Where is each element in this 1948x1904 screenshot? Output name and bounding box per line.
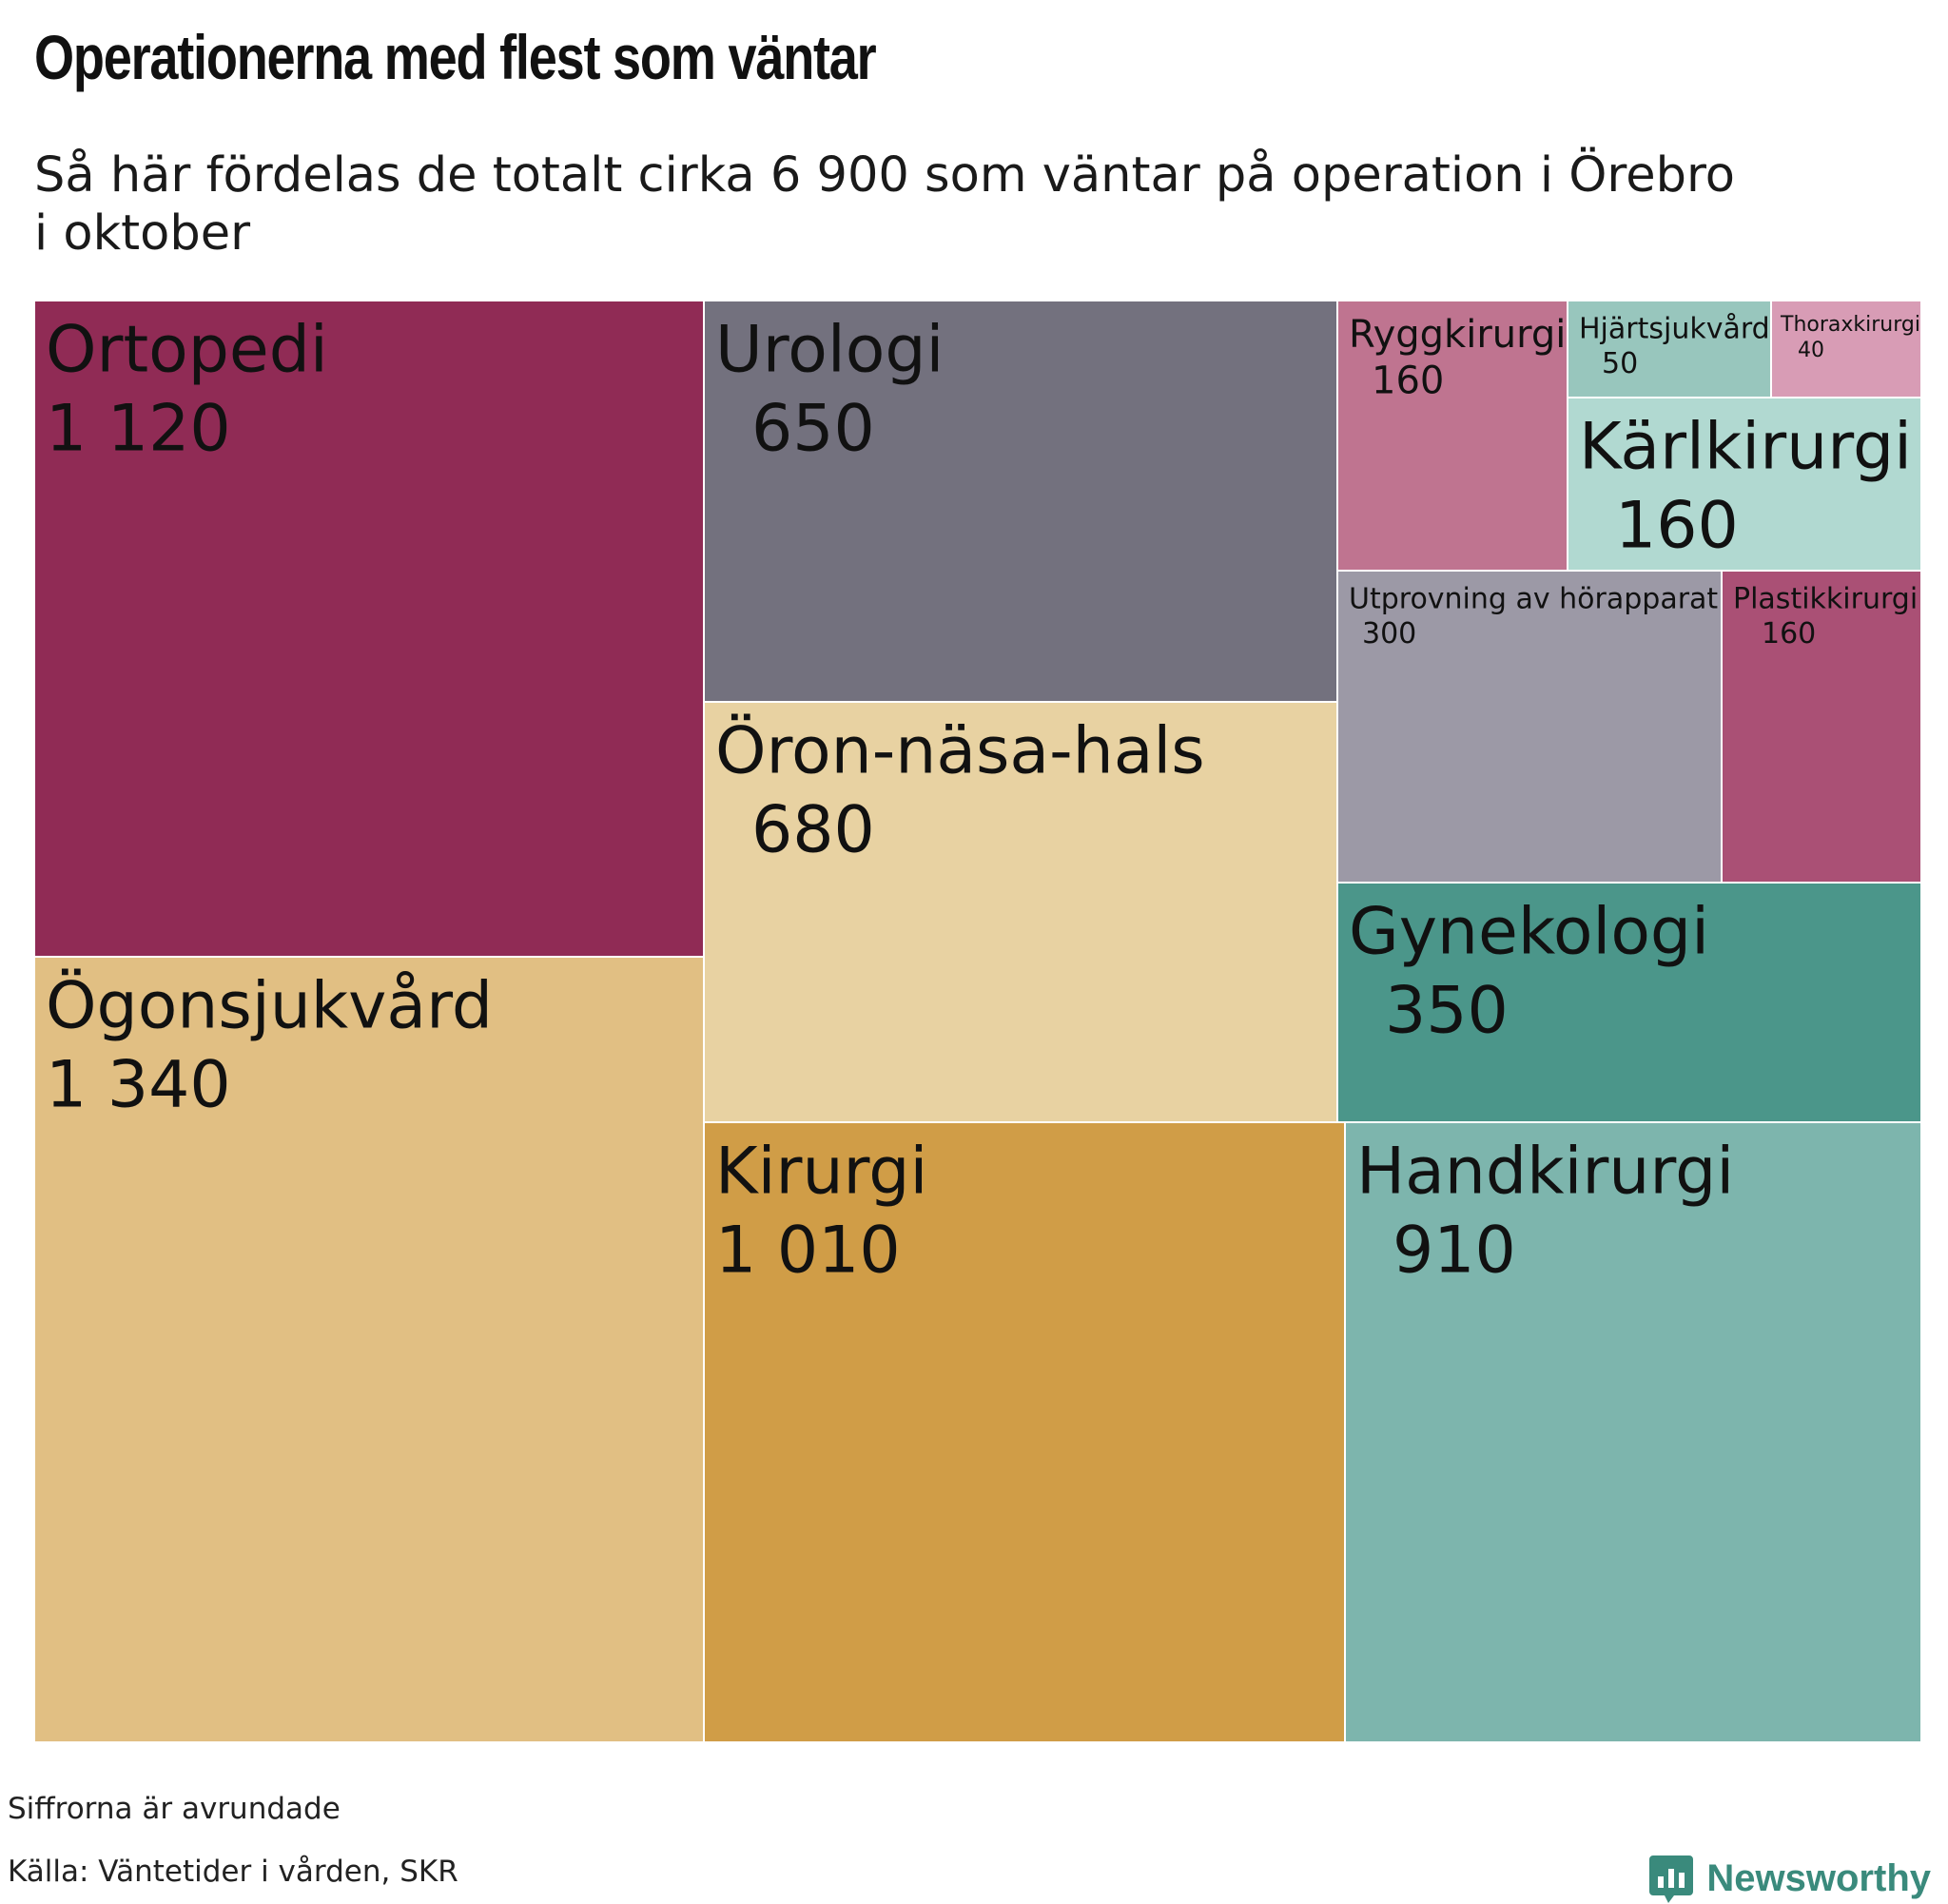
- tile-rect-urologi: [703, 300, 1338, 703]
- brand-logo: Newsworthy: [1649, 1853, 1931, 1904]
- tile-rect-oron-nasa-hals: [703, 701, 1338, 1123]
- tile-label-kirurgi: Kirurgi: [715, 1135, 927, 1210]
- tile-label-ogonsjukvard: Ögonsjukvård: [46, 969, 493, 1044]
- tile-value-ryggkirurgi: 160: [1372, 359, 1444, 403]
- tile-rect-handkirurgi: [1344, 1121, 1922, 1743]
- tile-rect-hjartsjukvard: [1567, 300, 1772, 398]
- brand-name: Newsworthy: [1706, 1856, 1931, 1899]
- tile-value-handkirurgi: 910: [1393, 1214, 1516, 1289]
- tile-label-ortopedi: Ortopedi: [46, 313, 328, 388]
- tile-rect-ryggkirurgi: [1336, 300, 1568, 572]
- tile-label-urologi: Urologi: [715, 313, 944, 388]
- rounding-note: Siffrorna är avrundade: [8, 1792, 341, 1826]
- chart-subtitle: Så här fördelas de totalt cirka 6 900 so…: [34, 147, 1735, 262]
- newsworthy-logo-icon: [1649, 1855, 1694, 1903]
- tile-label-gynekologi: Gynekologi: [1349, 895, 1709, 970]
- tile-value-oron-nasa-hals: 680: [751, 793, 875, 868]
- tile-value-ogonsjukvard: 1 340: [46, 1048, 231, 1123]
- tile-value-ortopedi: 1 120: [46, 392, 231, 467]
- tile-rect-kirurgi: [703, 1121, 1346, 1743]
- tile-rect-utprovning-av-horapparat: [1336, 570, 1723, 884]
- tile-label-ryggkirurgi: Ryggkirurgi: [1349, 313, 1566, 357]
- tile-label-thoraxkirurgi: Thoraxkirurgi: [1780, 313, 1920, 337]
- tile-value-kirurgi: 1 010: [715, 1214, 901, 1289]
- tile-rect-karlkirurgi: [1567, 397, 1922, 572]
- tile-rect-plastikkirurgi: [1721, 570, 1922, 884]
- tile-value-thoraxkirurgi: 40: [1798, 339, 1824, 362]
- tile-value-urologi: 650: [751, 392, 875, 467]
- tile-value-karlkirurgi: 160: [1615, 489, 1739, 564]
- tile-rect-ogonsjukvard: [33, 956, 705, 1743]
- tile-label-oron-nasa-hals: Öron-näsa-hals: [715, 714, 1205, 789]
- tile-value-plastikkirurgi: 160: [1762, 617, 1816, 651]
- tile-value-utprovning-av-horapparat: 300: [1362, 617, 1416, 651]
- chart-title: Operationerna med flest som väntar: [34, 22, 877, 92]
- tile-value-hjartsjukvard: 50: [1602, 347, 1638, 380]
- tile-label-handkirurgi: Handkirurgi: [1356, 1135, 1734, 1210]
- tile-label-hjartsjukvard: Hjärtsjukvård: [1579, 313, 1770, 346]
- tile-label-plastikkirurgi: Plastikkirurgi: [1733, 583, 1918, 616]
- tile-label-karlkirurgi: Kärlkirurgi: [1579, 410, 1912, 485]
- tile-rect-gynekologi: [1336, 882, 1922, 1123]
- tile-label-utprovning-av-horapparat: Utprovning av hörapparat: [1349, 583, 1718, 616]
- tile-value-gynekologi: 350: [1385, 974, 1509, 1049]
- tile-rect-thoraxkirurgi: [1770, 300, 1922, 398]
- source-note: Källa: Väntetider i vården, SKR: [8, 1855, 458, 1889]
